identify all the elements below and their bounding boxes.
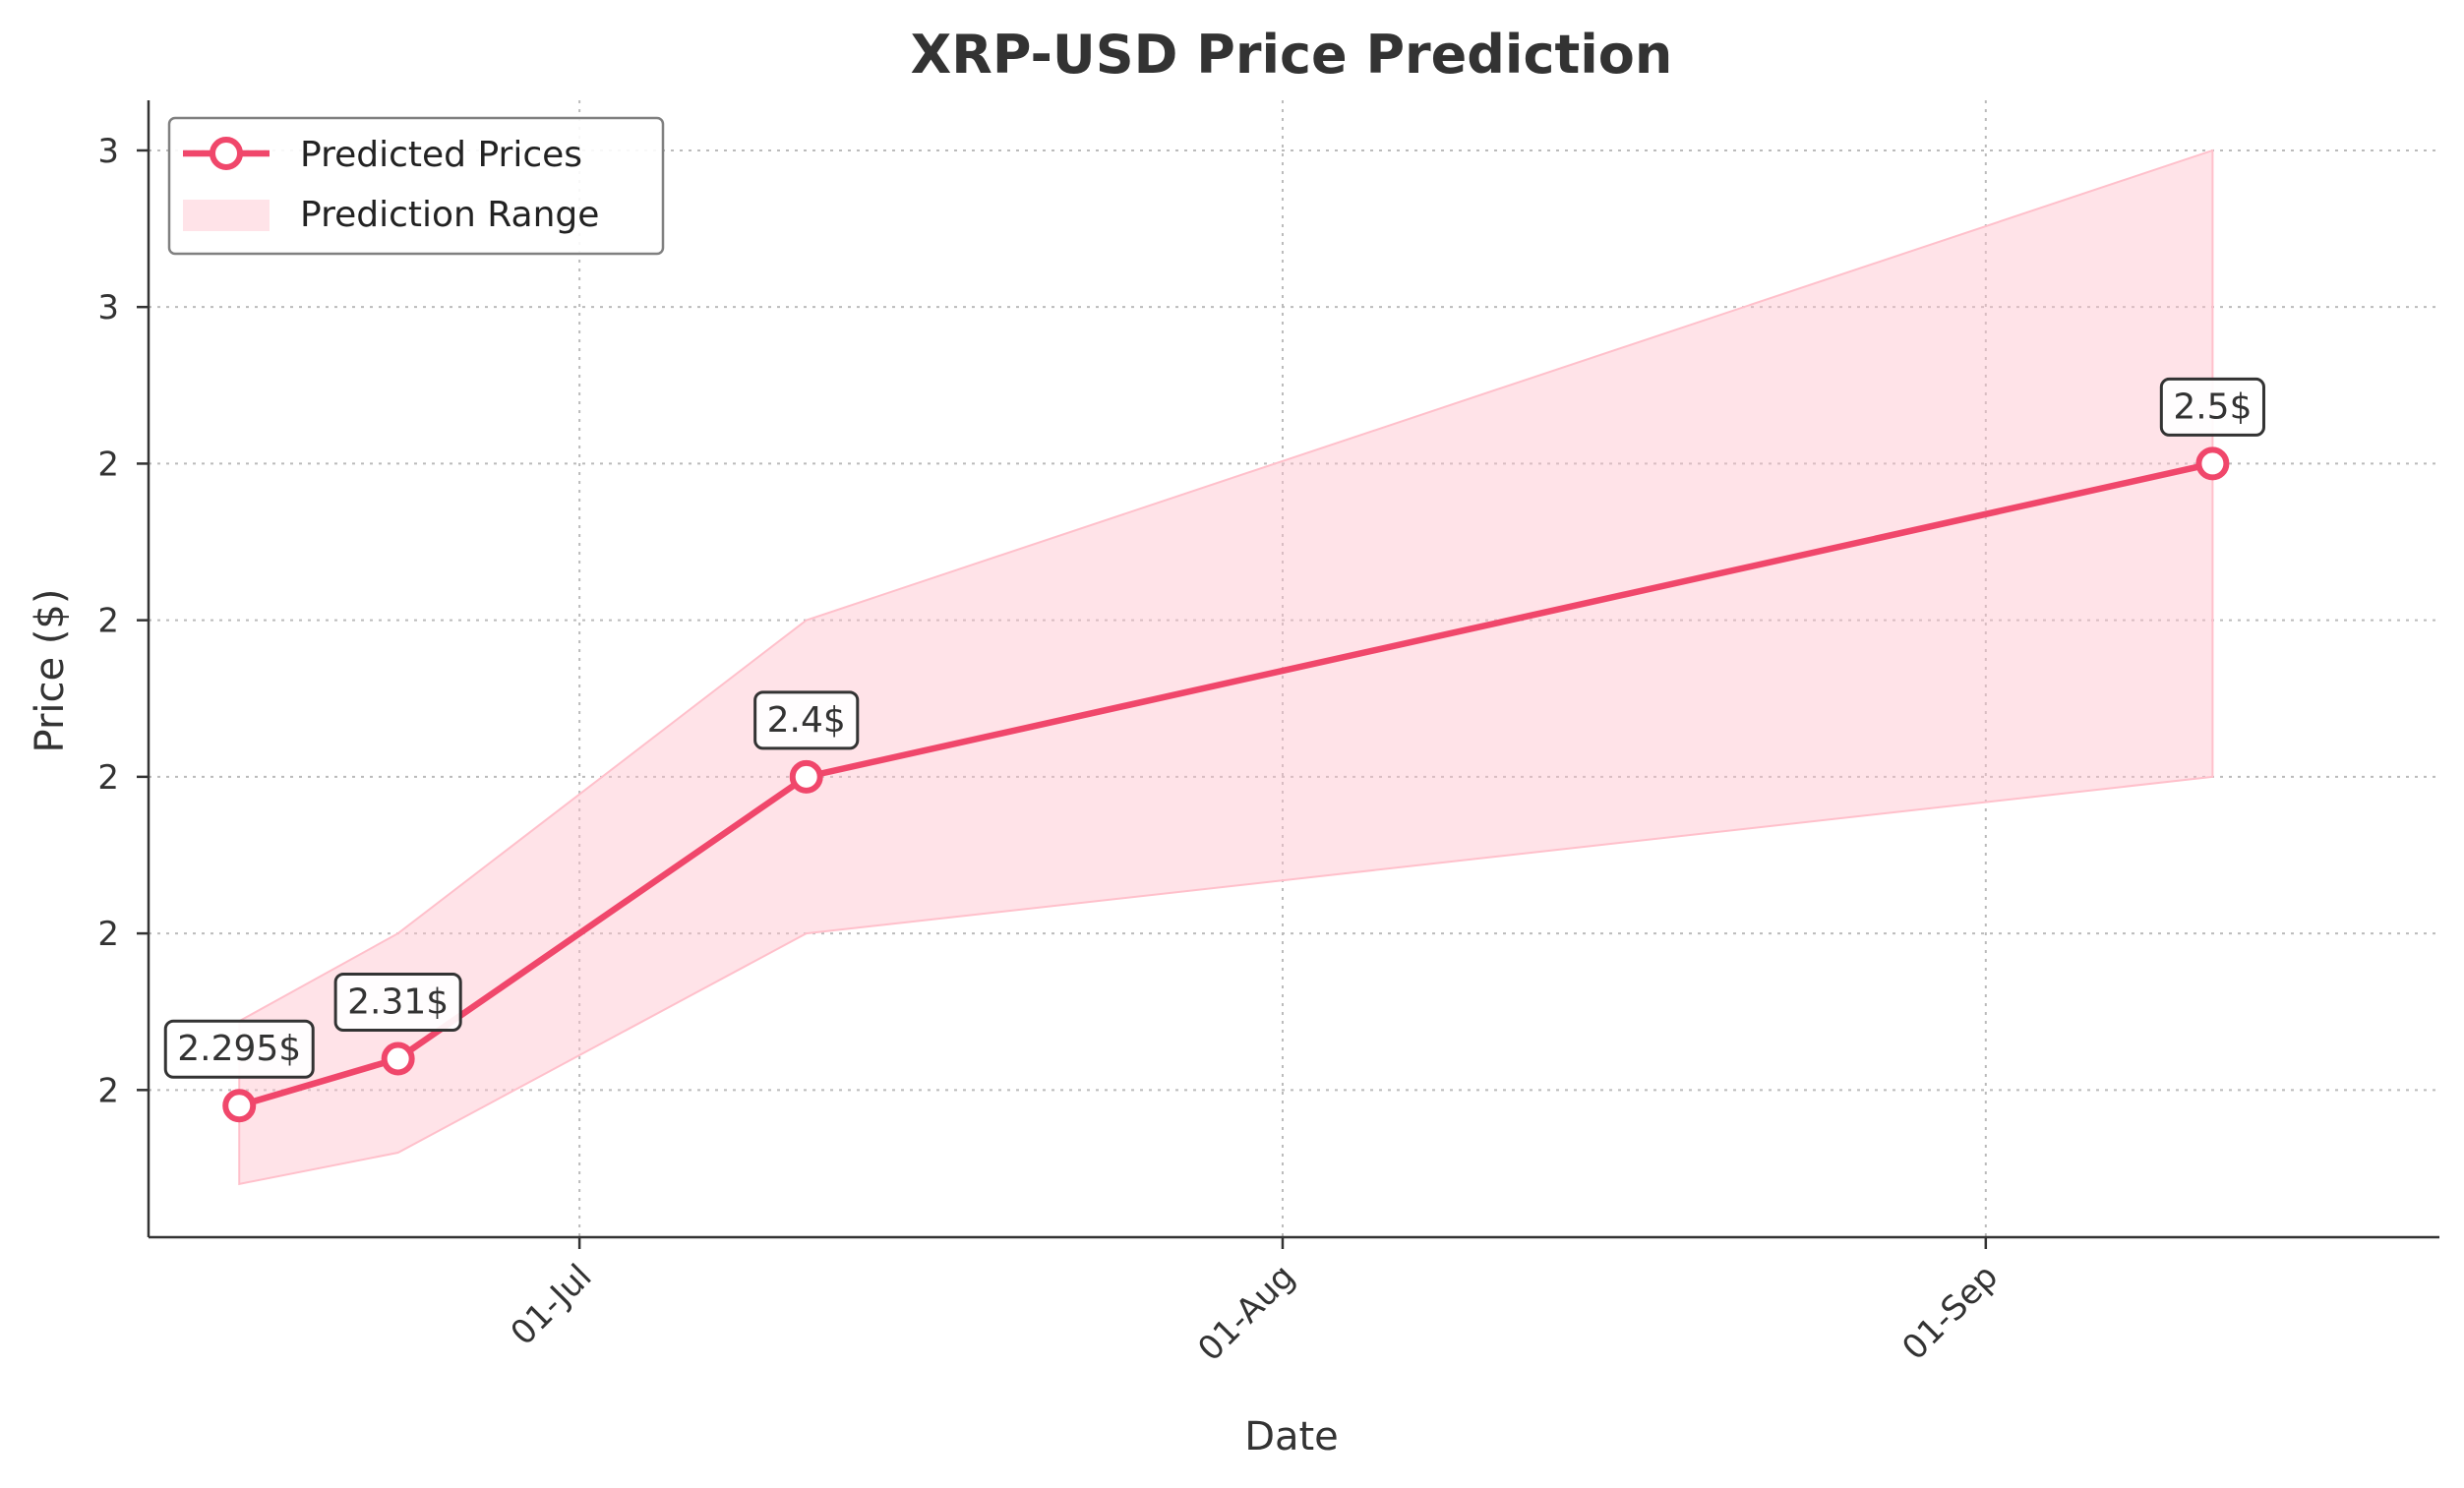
x-tick-label: 01-Sep <box>1894 1257 2006 1368</box>
data-labels: 2.295$ 2.31$ 2.4$ 2.5$ <box>163 377 2265 1079</box>
y-tick-label: 2 <box>97 758 119 798</box>
data-label-box <box>333 972 462 1032</box>
data-label: 2.4$ <box>753 690 860 750</box>
y-tick-label: 2 <box>97 915 119 954</box>
x-tick-label: 01-Aug <box>1190 1257 1302 1369</box>
legend-frame <box>167 116 665 256</box>
data-label-text: 2.5$ <box>2173 387 2252 427</box>
x-tick-label: 01-Jul <box>504 1257 600 1353</box>
predicted-price-point <box>381 1042 415 1076</box>
data-label-text: 2.31$ <box>347 982 449 1022</box>
data-label-text: 2.4$ <box>767 700 846 741</box>
data-label: 2.5$ <box>2159 377 2265 437</box>
y-tick-label: 2 <box>97 445 119 484</box>
y-tick-label: 3 <box>97 288 119 327</box>
predicted-price-point <box>222 1089 257 1123</box>
prediction-range-band <box>238 149 2214 1186</box>
data-label-box <box>753 690 860 750</box>
data-label: 2.295$ <box>163 1019 315 1079</box>
predicted-price-point <box>2195 446 2230 481</box>
y-tick-label: 3 <box>97 132 119 171</box>
legend-label-predicted: Predicted Prices <box>300 135 582 175</box>
predicted-prices-line <box>235 460 2216 1109</box>
y-tick-label: 2 <box>97 602 119 641</box>
legend-band-swatch <box>183 200 270 231</box>
data-label-box <box>163 1019 315 1079</box>
data-label-text: 2.295$ <box>177 1029 301 1069</box>
data-label: 2.31$ <box>333 972 462 1032</box>
x-axis-label: Date <box>1244 1414 1339 1459</box>
chart-title: XRP-USD Price Prediction <box>911 24 1673 86</box>
y-axis-label: Price ($) <box>28 589 73 753</box>
y-tick-label: 2 <box>97 1071 119 1110</box>
data-label-box <box>2159 377 2265 437</box>
predicted-price-point <box>789 759 823 794</box>
legend-marker-swatch <box>210 137 243 170</box>
legend-label-range: Prediction Range <box>300 195 599 235</box>
prediction-range-area <box>238 149 2214 1186</box>
legend: Predicted Prices Prediction Range <box>167 116 665 256</box>
predicted-prices-series <box>222 446 2230 1123</box>
